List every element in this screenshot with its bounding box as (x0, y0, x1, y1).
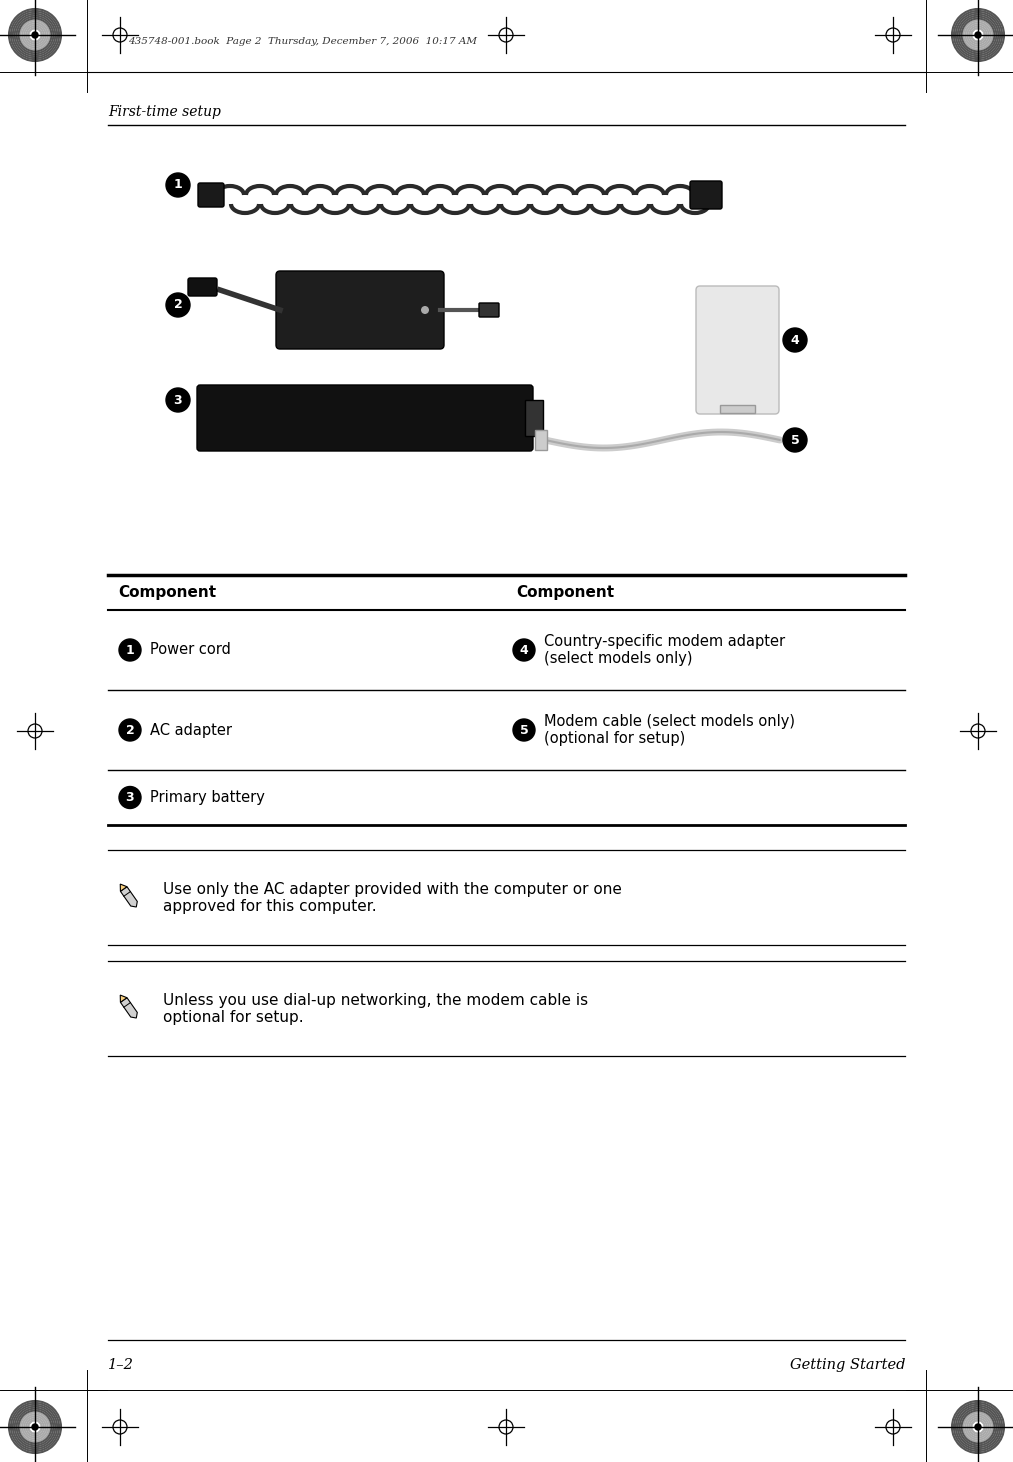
Text: 3: 3 (126, 791, 135, 804)
Circle shape (421, 306, 428, 314)
Circle shape (119, 639, 141, 661)
Circle shape (32, 32, 38, 38)
FancyBboxPatch shape (535, 430, 547, 450)
Circle shape (513, 639, 535, 661)
Polygon shape (121, 885, 127, 892)
Circle shape (783, 327, 807, 352)
Circle shape (975, 32, 981, 38)
Text: 435748-001.book  Page 2  Thursday, December 7, 2006  10:17 AM: 435748-001.book Page 2 Thursday, Decembe… (128, 38, 477, 47)
Text: Component: Component (118, 585, 216, 599)
FancyBboxPatch shape (276, 270, 444, 349)
Circle shape (119, 787, 141, 808)
Circle shape (119, 719, 141, 741)
Circle shape (30, 31, 40, 39)
Text: 4: 4 (520, 643, 529, 656)
Text: Modem cable (select models only)
(optional for setup): Modem cable (select models only) (option… (544, 713, 795, 746)
Circle shape (783, 428, 807, 452)
Text: 5: 5 (790, 434, 799, 446)
Text: First-time setup: First-time setup (108, 105, 221, 118)
Text: 3: 3 (173, 393, 182, 406)
Text: AC adapter: AC adapter (150, 722, 232, 737)
Circle shape (975, 1424, 981, 1430)
FancyBboxPatch shape (720, 405, 755, 412)
Circle shape (513, 719, 535, 741)
Circle shape (166, 292, 190, 317)
Polygon shape (121, 886, 138, 906)
FancyBboxPatch shape (690, 181, 722, 209)
Polygon shape (121, 997, 138, 1018)
FancyBboxPatch shape (525, 401, 543, 436)
Text: Unless you use dial-up networking, the modem cable is
optional for setup.: Unless you use dial-up networking, the m… (163, 993, 589, 1025)
FancyBboxPatch shape (198, 183, 224, 208)
Text: 1–2: 1–2 (108, 1358, 134, 1371)
FancyBboxPatch shape (696, 287, 779, 414)
FancyBboxPatch shape (188, 278, 217, 295)
Text: 1: 1 (126, 643, 135, 656)
Text: Component: Component (516, 585, 614, 599)
Circle shape (30, 1423, 40, 1431)
FancyBboxPatch shape (479, 303, 499, 317)
Text: Getting Started: Getting Started (789, 1358, 905, 1371)
FancyBboxPatch shape (197, 385, 533, 450)
Text: Country-specific modem adapter
(select models only): Country-specific modem adapter (select m… (544, 635, 785, 667)
Circle shape (32, 1424, 38, 1430)
Circle shape (166, 173, 190, 197)
Text: 2: 2 (126, 724, 135, 737)
Text: Use only the AC adapter provided with the computer or one
approved for this comp: Use only the AC adapter provided with th… (163, 882, 622, 914)
Text: 2: 2 (173, 298, 182, 311)
Polygon shape (121, 996, 127, 1003)
Text: 1: 1 (173, 178, 182, 192)
Text: 4: 4 (790, 333, 799, 346)
Circle shape (166, 387, 190, 412)
Circle shape (973, 1423, 983, 1431)
Text: Primary battery: Primary battery (150, 789, 264, 806)
Circle shape (973, 31, 983, 39)
Text: 5: 5 (520, 724, 529, 737)
Text: Power cord: Power cord (150, 642, 231, 658)
